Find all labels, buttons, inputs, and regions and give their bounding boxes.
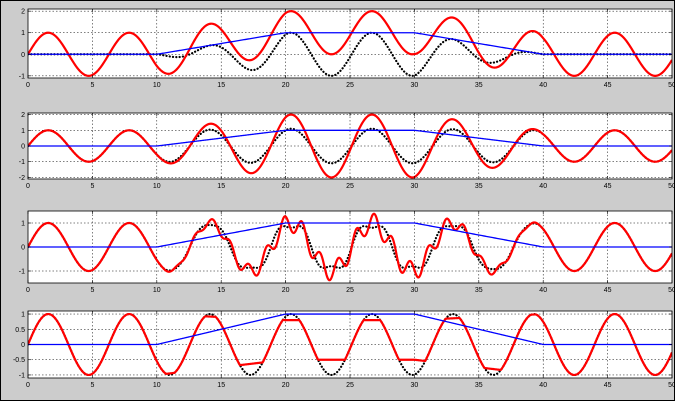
subplot-4: 0 5 10 15 20 25 30 35 40 45 50 -1 -0.5 0 0.5 1 [13,310,674,389]
x-tick-label: 30 [411,82,419,89]
x-tick-label: 50 [668,82,674,89]
x-tick-label: 15 [217,287,225,294]
x-tick-label: 15 [217,183,225,190]
x-tick-label: 20 [282,183,290,190]
y-tick-label: 1 [21,30,25,37]
x-tick-label: 35 [475,287,483,294]
axes-background [28,9,672,78]
series-envelope-blue-line [28,129,672,147]
x-tick-label: 25 [346,82,354,89]
y-tick-label: -0.5 [13,357,25,364]
x-tick-label: 35 [475,382,483,389]
subplot-2: 0 5 10 15 20 25 30 35 40 45 50 -2 -1 0 1 2 [19,112,674,190]
plot-area [28,10,672,77]
series-output-red-line [28,10,672,77]
series-envelope-blue-line [28,313,672,346]
x-tick-label: 30 [411,382,419,389]
plot-area [28,212,672,282]
x-tick-label: 45 [604,382,612,389]
y-tick-label: 0 [21,144,25,151]
x-tick-label: 30 [411,287,419,294]
x-tick-label: 45 [604,183,612,190]
y-tick-label: -1 [19,269,25,276]
y-tick-label: -1 [19,73,25,80]
x-tick-label: 40 [539,287,547,294]
x-tick-label: 40 [539,183,547,190]
x-tick-label: 10 [153,287,161,294]
x-tick-label: 20 [282,382,290,389]
x-tick-label: 50 [668,287,674,294]
x-tick-label: 5 [90,82,94,89]
y-tick-label: 2 [21,9,25,16]
x-tick-label: 20 [282,82,290,89]
x-tick-label: 50 [668,382,674,389]
series-output-red-line [28,212,672,282]
y-tick-label: 0 [21,245,25,252]
series-envelope-blue-line [28,222,672,248]
x-tick-label: 10 [153,382,161,389]
plot-area [28,113,672,179]
x-tick-label: 15 [217,382,225,389]
y-tick-label: -1 [19,159,25,166]
x-tick-label: 25 [346,382,354,389]
x-tick-label: 35 [475,183,483,190]
series-output-red-line [28,312,672,377]
x-tick-label: 45 [604,82,612,89]
y-tick-label: 0 [21,52,25,59]
y-tick-label: 1 [21,128,25,135]
x-tick-label: 10 [153,82,161,89]
x-tick-label: 15 [217,82,225,89]
x-tick-label: 0 [26,382,30,389]
x-tick-label: 25 [346,287,354,294]
y-tick-label: 1 [21,221,25,228]
y-tick-label: 1 [21,312,25,319]
y-tick-label: 0 [21,342,25,349]
y-tick-label: -2 [19,175,25,182]
plot-area [28,312,672,377]
y-tick-label: -1 [19,372,25,379]
x-tick-label: 0 [26,82,30,89]
y-tick-label: 2 [21,112,25,119]
x-tick-label: 35 [475,82,483,89]
x-tick-label: 0 [26,287,30,294]
subplot-3: 0 5 10 15 20 25 30 35 40 45 50 -1 0 1 [19,210,674,294]
x-tick-label: 25 [346,183,354,190]
x-tick-label: 45 [604,287,612,294]
series-envelope-blue-line [28,32,672,55]
series-output-red-line [28,113,672,179]
x-tick-label: 20 [282,287,290,294]
x-tick-label: 0 [26,183,30,190]
x-tick-label: 40 [539,82,547,89]
x-tick-label: 10 [153,183,161,190]
x-tick-label: 5 [90,287,94,294]
x-tick-label: 50 [668,183,674,190]
x-tick-label: 5 [90,382,94,389]
x-tick-label: 30 [411,183,419,190]
y-tick-label: 0.5 [15,327,25,334]
x-tick-label: 40 [539,382,547,389]
x-tick-label: 5 [90,183,94,190]
